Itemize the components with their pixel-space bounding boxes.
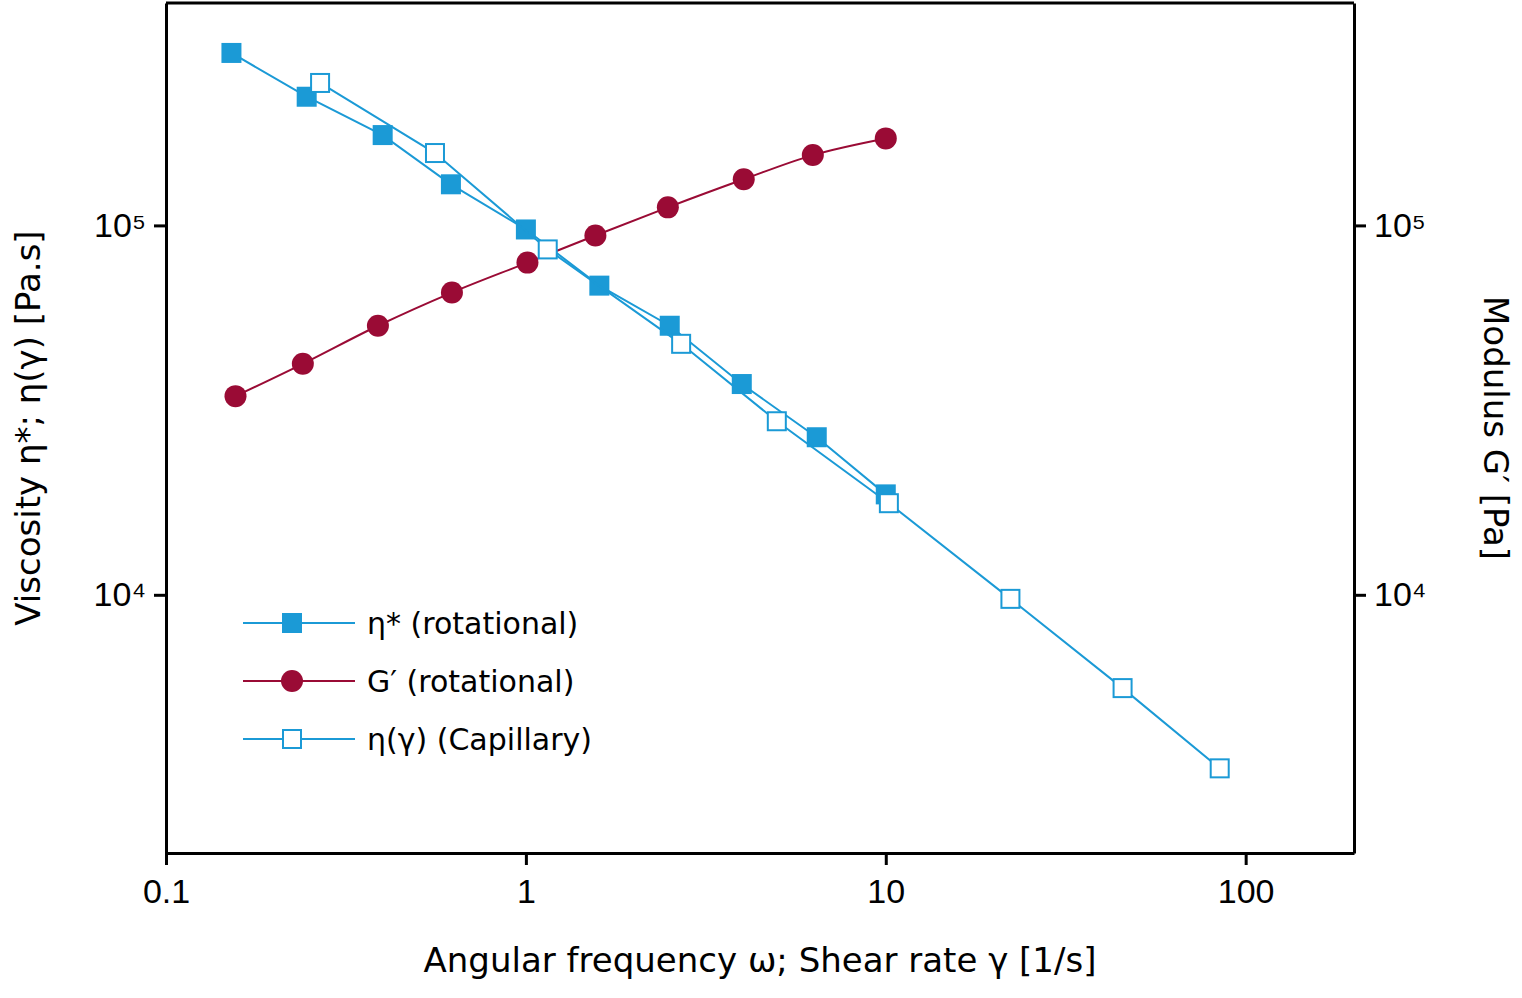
axis-line — [165, 4, 168, 854]
marker — [441, 282, 463, 304]
y2-axis-title: Modulus G′ [Pa] — [1476, 296, 1516, 560]
marker — [1114, 679, 1132, 697]
legend-marker — [282, 613, 302, 633]
legend-marker — [283, 730, 301, 748]
tick-mark — [154, 224, 166, 227]
tick-mark — [1245, 853, 1248, 865]
marker — [516, 252, 538, 274]
marker — [768, 412, 786, 430]
marker — [1001, 590, 1019, 608]
tick-label: 10⁵ — [1374, 206, 1426, 244]
marker — [367, 315, 389, 337]
marker — [311, 74, 329, 92]
legend-label: η(γ) (Capillary) — [367, 722, 592, 757]
marker — [880, 494, 898, 512]
tick-label: 0.1 — [143, 872, 190, 910]
marker — [539, 240, 557, 258]
tick-mark — [154, 594, 166, 597]
series-line — [236, 138, 886, 396]
series-line — [320, 83, 1220, 768]
tick-mark — [885, 853, 888, 865]
marker — [292, 353, 314, 375]
legend-entry: η(γ) (Capillary) — [243, 722, 592, 757]
tick-mark — [1354, 224, 1366, 227]
tick-label: 10⁴ — [94, 575, 146, 613]
legend-entry: η* (rotational) — [243, 606, 578, 641]
marker — [672, 335, 690, 353]
frame — [166, 2, 1354, 5]
y-axis-title: Viscosity η*; η(γ) [Pa.s] — [8, 230, 48, 625]
data — [221, 43, 1228, 777]
legend-label: G′ (rotational) — [367, 664, 574, 699]
axis: 0.1 1 10 100 — [143, 853, 1355, 910]
tick-mark — [525, 853, 528, 865]
tick: 10⁴ — [1354, 575, 1426, 613]
tick-mark — [165, 853, 168, 865]
marker — [426, 144, 444, 162]
marker — [373, 125, 393, 145]
legend-entry: G′ (rotational) — [243, 664, 574, 699]
axis: 10⁴ 10⁵ — [1354, 4, 1426, 854]
axis-line — [167, 852, 1355, 855]
marker — [657, 196, 679, 218]
tick-label: 10 — [867, 872, 905, 910]
tick-mark — [1354, 594, 1366, 597]
tick-label: 100 — [1218, 872, 1275, 910]
legend: η* (rotational) G′ (rotational) η(γ) (Capi… — [243, 606, 592, 757]
tick-label: 1 — [517, 872, 536, 910]
marker — [802, 144, 824, 166]
marker — [1211, 759, 1229, 777]
tick-label: 10⁴ — [1374, 575, 1426, 613]
tick: 10 — [867, 853, 905, 910]
marker — [584, 224, 606, 246]
tick: 10⁴ — [94, 575, 166, 613]
marker — [441, 174, 461, 194]
marker — [221, 43, 241, 63]
tick: 10⁵ — [1354, 206, 1426, 244]
legend-label: η* (rotational) — [367, 606, 578, 641]
plot: 0.1 1 10 100 10⁴ 10⁵ 10⁴ 10⁵ — [94, 3, 1427, 910]
tick-label: 10⁵ — [94, 206, 146, 244]
x-axis-title: Angular frequency ω; Shear rate γ [1/s] — [424, 940, 1097, 980]
tick: 0.1 — [143, 853, 190, 910]
marker — [733, 168, 755, 190]
marker — [660, 316, 680, 336]
axis: 10⁴ 10⁵ — [94, 4, 167, 854]
axis-line — [1353, 4, 1356, 854]
legend-marker — [281, 670, 303, 692]
tick: 10⁵ — [94, 206, 166, 244]
tick: 1 — [517, 853, 536, 910]
marker — [875, 127, 897, 149]
tick: 100 — [1218, 853, 1275, 910]
marker — [225, 385, 247, 407]
marker — [732, 374, 752, 394]
chart: 0.1 1 10 100 10⁴ 10⁵ 10⁴ 10⁵ η* (rotational) G′ (… — [0, 0, 1522, 998]
